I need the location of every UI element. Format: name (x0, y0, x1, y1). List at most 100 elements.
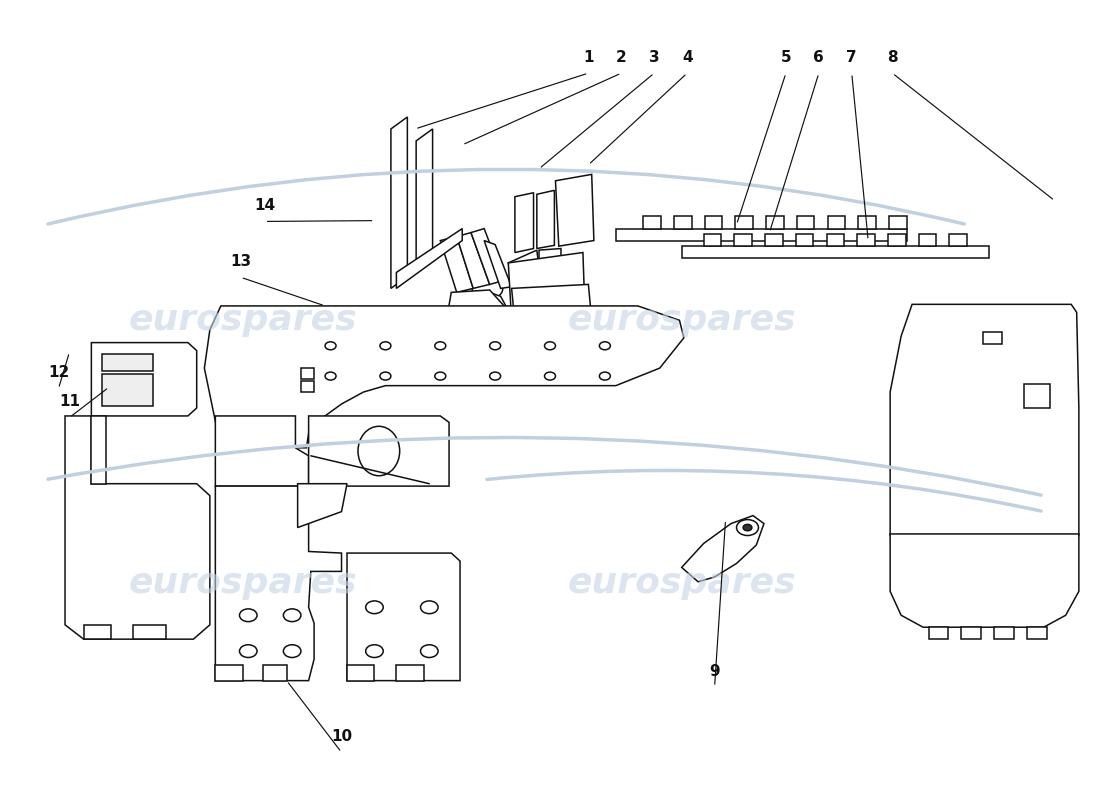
Polygon shape (857, 234, 874, 246)
Polygon shape (508, 250, 539, 281)
Text: 11: 11 (59, 394, 80, 409)
Polygon shape (826, 234, 844, 246)
Circle shape (472, 278, 503, 299)
Polygon shape (515, 193, 534, 253)
Text: 5: 5 (781, 50, 791, 65)
Circle shape (365, 601, 383, 614)
Polygon shape (476, 292, 498, 314)
Text: 12: 12 (47, 366, 69, 380)
Circle shape (434, 342, 446, 350)
Polygon shape (827, 216, 845, 229)
Circle shape (240, 609, 257, 622)
Polygon shape (674, 216, 692, 229)
Polygon shape (84, 625, 111, 639)
Polygon shape (309, 416, 449, 486)
Polygon shape (216, 486, 341, 681)
Polygon shape (983, 332, 1002, 344)
Circle shape (544, 372, 556, 380)
Polygon shape (616, 229, 906, 241)
Polygon shape (890, 304, 1079, 535)
Polygon shape (556, 174, 594, 246)
Polygon shape (644, 216, 661, 229)
Text: eurospares: eurospares (568, 566, 796, 600)
Polygon shape (456, 233, 490, 288)
Polygon shape (396, 229, 462, 288)
Text: eurospares: eurospares (568, 303, 796, 338)
Polygon shape (390, 117, 407, 288)
Circle shape (478, 282, 496, 294)
Circle shape (379, 372, 390, 380)
Circle shape (326, 342, 336, 350)
Polygon shape (446, 290, 517, 324)
Circle shape (379, 342, 390, 350)
Polygon shape (460, 292, 484, 314)
Polygon shape (682, 246, 989, 258)
Polygon shape (416, 129, 432, 273)
Circle shape (737, 519, 759, 535)
Polygon shape (216, 416, 309, 486)
Polygon shape (301, 381, 315, 392)
Polygon shape (539, 249, 561, 269)
Polygon shape (704, 234, 722, 246)
Polygon shape (889, 216, 906, 229)
Polygon shape (91, 342, 197, 416)
Polygon shape (705, 216, 723, 229)
Polygon shape (102, 354, 153, 371)
Polygon shape (102, 374, 153, 406)
Circle shape (490, 372, 500, 380)
Polygon shape (301, 368, 315, 379)
Text: eurospares: eurospares (129, 566, 358, 600)
Text: 13: 13 (230, 254, 251, 269)
Polygon shape (65, 416, 210, 639)
Polygon shape (766, 234, 782, 246)
Circle shape (326, 372, 336, 380)
Polygon shape (440, 237, 473, 292)
Polygon shape (1027, 627, 1047, 639)
Polygon shape (346, 553, 460, 681)
Polygon shape (133, 625, 166, 639)
Polygon shape (508, 253, 585, 320)
Circle shape (365, 645, 383, 658)
Polygon shape (682, 515, 764, 582)
Polygon shape (796, 216, 814, 229)
Circle shape (600, 372, 610, 380)
Polygon shape (994, 627, 1014, 639)
Polygon shape (298, 484, 346, 527)
Text: 10: 10 (331, 729, 352, 744)
Polygon shape (918, 234, 936, 246)
Polygon shape (512, 285, 592, 322)
Text: eurospares: eurospares (129, 303, 358, 338)
Circle shape (490, 342, 500, 350)
Polygon shape (928, 627, 948, 639)
Polygon shape (767, 216, 783, 229)
Polygon shape (490, 292, 512, 316)
Polygon shape (471, 229, 504, 285)
Polygon shape (216, 665, 243, 681)
Polygon shape (537, 190, 554, 249)
Circle shape (600, 342, 610, 350)
Text: 4: 4 (682, 50, 693, 65)
Polygon shape (890, 534, 1079, 627)
Polygon shape (484, 241, 512, 288)
Circle shape (744, 524, 752, 530)
Polygon shape (346, 665, 374, 681)
Circle shape (420, 601, 438, 614)
Polygon shape (205, 306, 684, 448)
Polygon shape (396, 665, 424, 681)
Text: 2: 2 (616, 50, 627, 65)
Circle shape (544, 342, 556, 350)
Polygon shape (736, 216, 754, 229)
Polygon shape (858, 216, 876, 229)
Circle shape (284, 609, 301, 622)
Text: 14: 14 (254, 198, 275, 213)
Polygon shape (961, 627, 981, 639)
Text: 3: 3 (649, 50, 660, 65)
Polygon shape (795, 234, 813, 246)
Text: 1: 1 (583, 50, 594, 65)
Polygon shape (735, 234, 752, 246)
Polygon shape (1024, 384, 1050, 408)
Text: 6: 6 (813, 50, 824, 65)
Text: 7: 7 (846, 50, 857, 65)
Text: 9: 9 (710, 663, 719, 678)
Text: 8: 8 (887, 50, 898, 65)
